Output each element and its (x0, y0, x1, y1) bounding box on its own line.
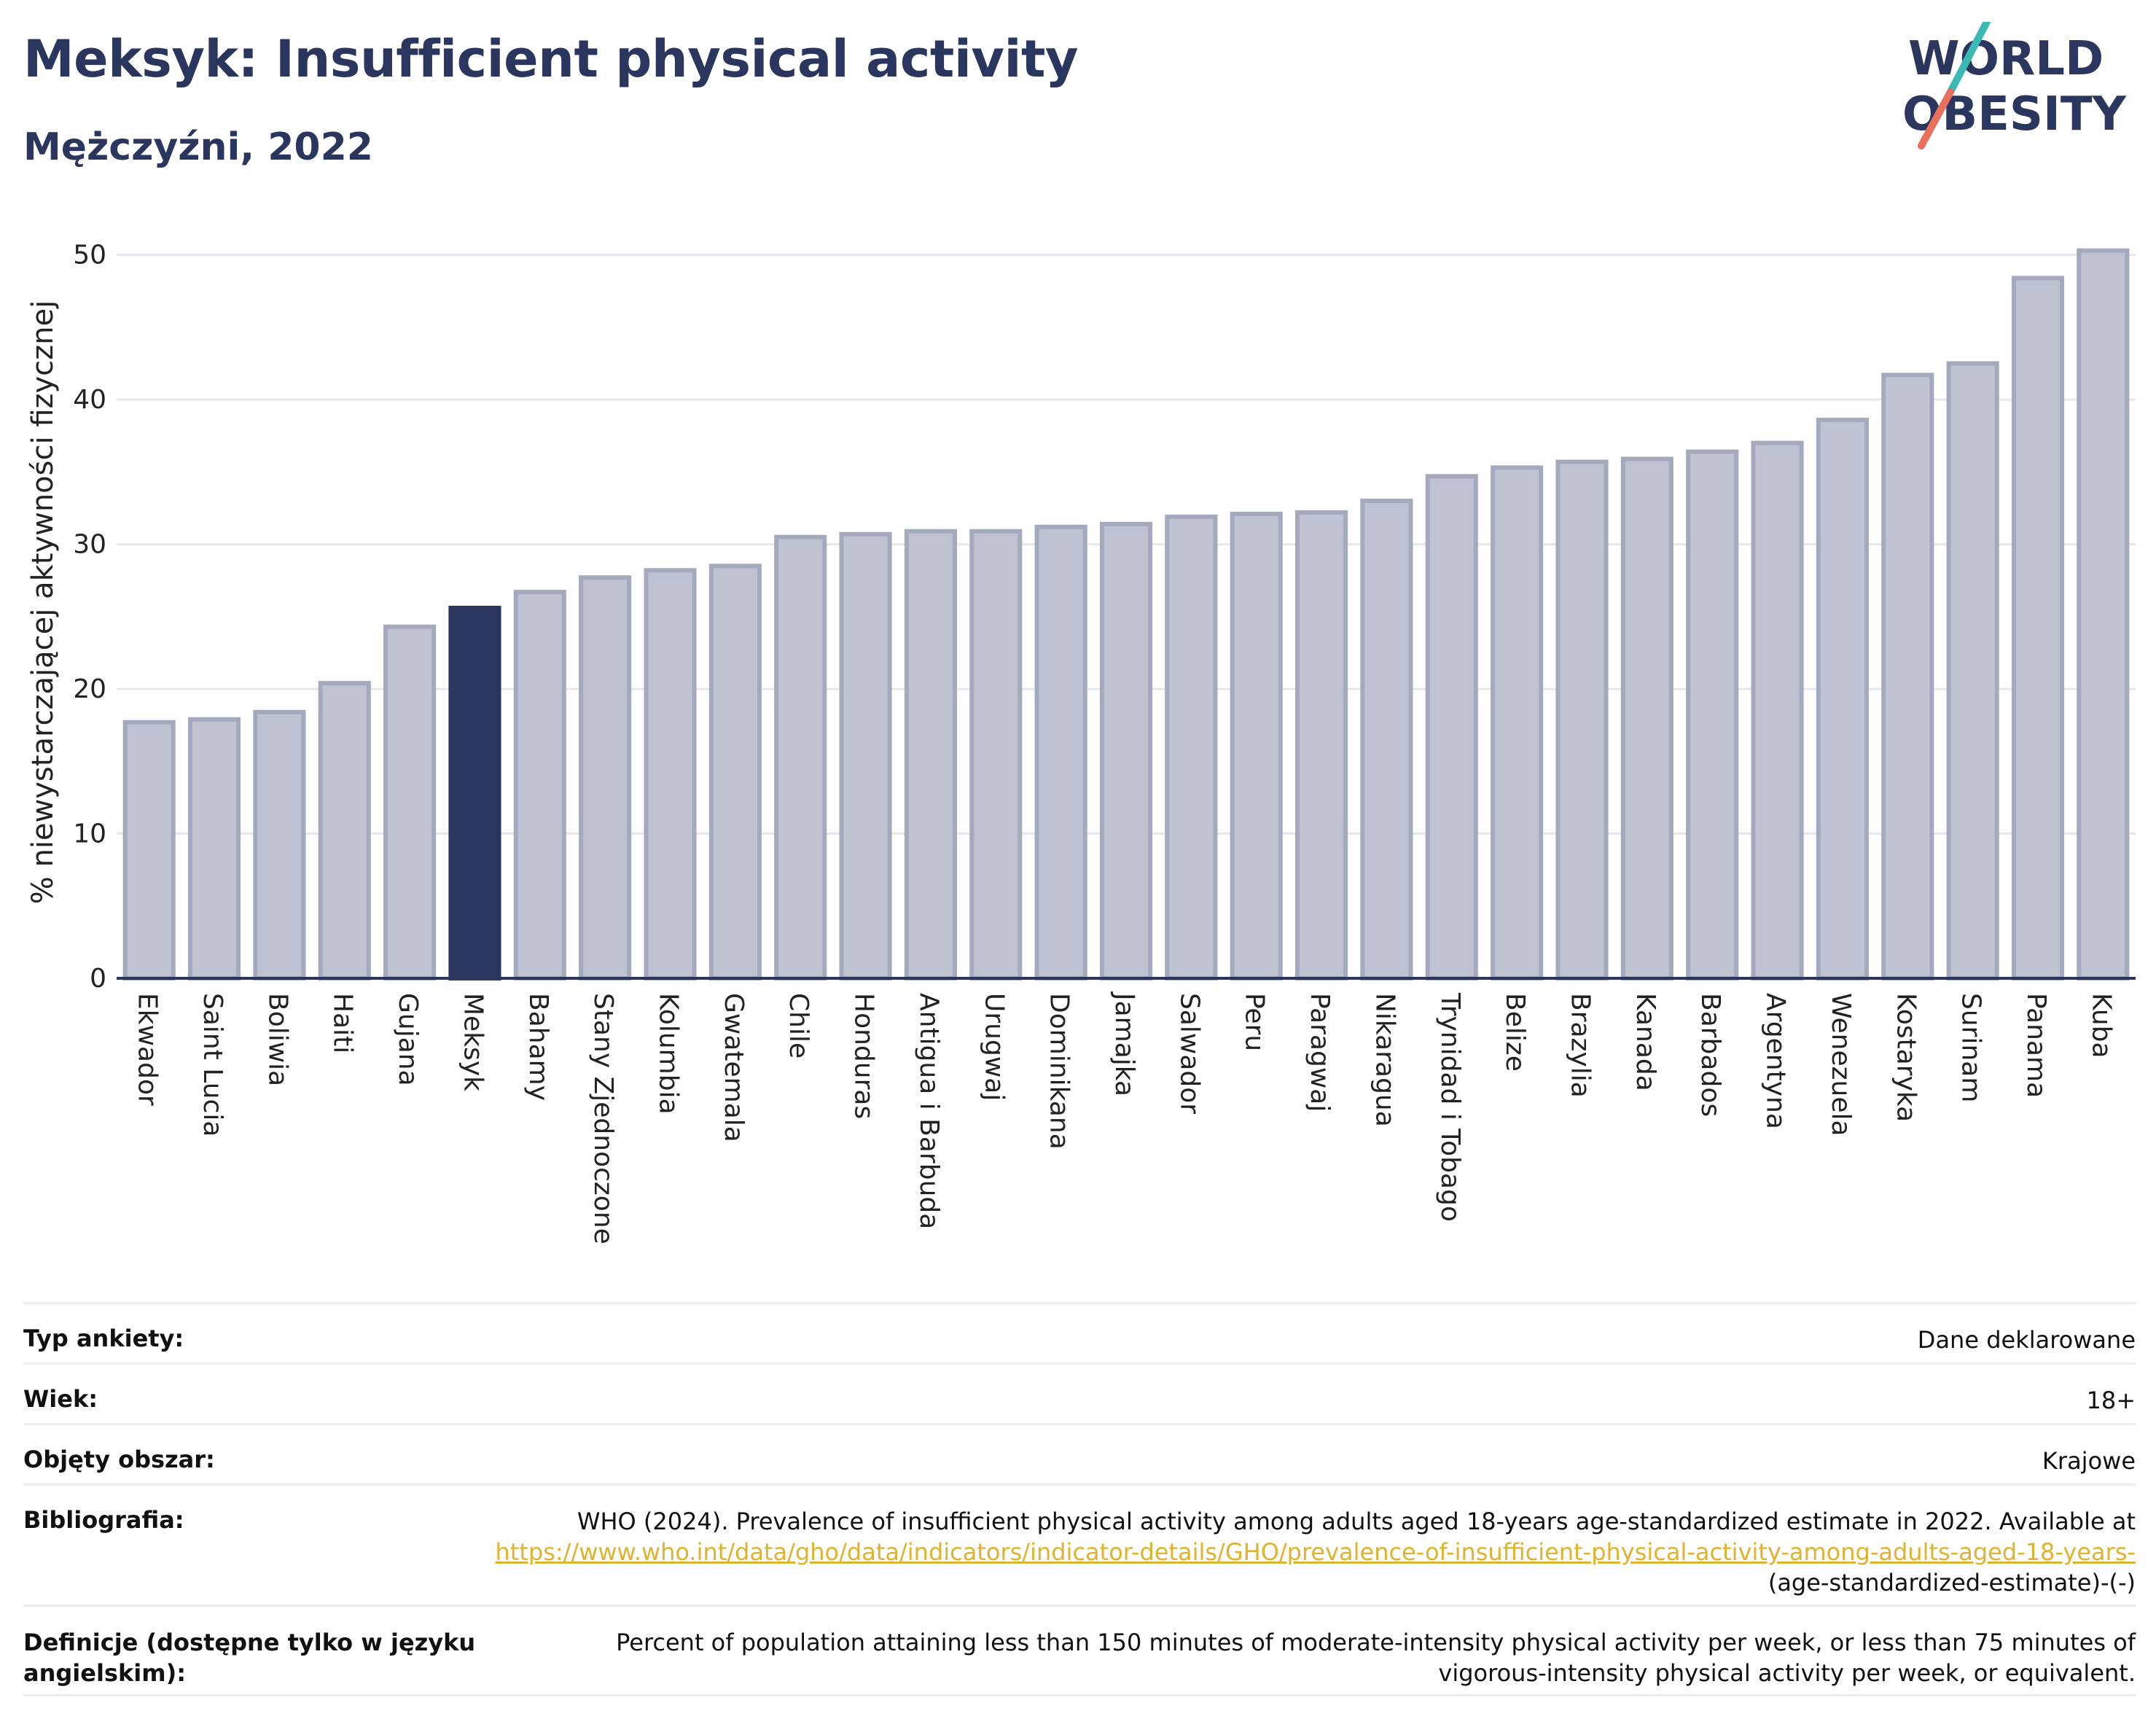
logo-slash-coral (1918, 88, 1954, 149)
y-tick-label: 40 (73, 385, 106, 415)
bar-bahamy (513, 590, 566, 980)
x-tick-label: Kolumbia (654, 993, 684, 1115)
meta-value: 18+ (2086, 1387, 2136, 1414)
meta-value: Percent of population attaining less tha… (616, 1629, 2136, 1687)
x-tick-label: Peru (1240, 993, 1270, 1051)
bar-barbados (1686, 449, 1739, 980)
bar-kuba (2077, 248, 2130, 980)
x-tick-label: Antigua i Barbuda (914, 993, 944, 1229)
meta-value: Krajowe (2042, 1447, 2136, 1475)
world-obesity-logo: WORLD OBESITY (1902, 22, 2126, 149)
x-tick-label: Stany Zjednoczone (588, 993, 618, 1244)
bar-saint-lucia (187, 717, 241, 980)
x-tick-label: Belize (1500, 993, 1530, 1072)
meta-value: Dane deklarowane (1917, 1326, 2136, 1354)
meta-row-age: Wiek: 18+ (23, 1362, 2136, 1423)
x-tick-label: Urugwaj (979, 993, 1009, 1101)
bibliography-link[interactable]: https://www.who.int/data/gho/data/indica… (495, 1538, 2136, 1566)
x-tick-label: Ekwador (133, 993, 163, 1106)
x-tick-label: Gwatemala (719, 993, 749, 1142)
meta-row-bibliography: Bibliografia: WHO (2024). Prevalence of … (23, 1483, 2136, 1605)
bar-belize (1491, 465, 1544, 980)
x-tick-label: Barbados (1695, 993, 1725, 1117)
bar-surinam (1946, 361, 1999, 980)
bar-chart: 0 10 20 30 40 50 % niewystarczającej aktywnośc… (26, 241, 2136, 1244)
meta-row-survey-type: Typ ankiety: Dane deklarowane (23, 1302, 2136, 1362)
bar-gujana (383, 624, 437, 980)
x-tick-label: Panama (2021, 993, 2051, 1098)
x-tick-label: Kuba (2086, 993, 2116, 1058)
x-tick-label: Brazylia (1565, 993, 1595, 1098)
logo-slash-teal (1947, 22, 1991, 95)
x-tick-label: Kanada (1630, 993, 1660, 1091)
bar-stany-zjednoczone (579, 575, 632, 980)
bar-wenezuela (1816, 417, 1869, 980)
metadata-table: Typ ankiety: Dane deklarowane Wiek: 18+ … (23, 1302, 2136, 1696)
meta-label: Typ ankiety: (23, 1325, 184, 1352)
bar-argentyna (1751, 440, 1804, 980)
x-tick-label: Bahamy (523, 993, 553, 1101)
x-tick-label: Salwador (1174, 993, 1204, 1114)
meta-value-bibliography: WHO (2024). Prevalence of insufficient p… (459, 1486, 2136, 1598)
x-tick-label: Wenezuela (1826, 993, 1856, 1136)
meta-row-area: Objęty obszar: Krajowe (23, 1423, 2136, 1483)
bar-dominikana (1034, 524, 1087, 980)
y-tick-label: 0 (90, 964, 106, 994)
x-tick-label: Dominikana (1044, 993, 1074, 1150)
y-tick-label: 50 (73, 241, 106, 270)
x-tick-label: Paragwaj (1305, 993, 1335, 1112)
y-tick-label: 30 (73, 530, 106, 560)
bar-kanada (1620, 456, 1673, 980)
x-tick-label: Haiti (328, 993, 358, 1053)
x-tick-label: Gujana (393, 993, 423, 1086)
x-tick-label: Surinam (1956, 993, 1986, 1102)
bar-trynidad-i-tobago (1425, 474, 1478, 980)
meta-row-definition: Definicje (dostępne tylko w języku angie… (23, 1605, 2136, 1696)
page-title: Meksyk: Insufficient physical activity (23, 29, 1079, 89)
bar-paragwaj (1295, 510, 1348, 980)
bar-kostaryka (1881, 373, 1934, 980)
bar-chile (774, 534, 827, 980)
y-tick-label: 20 (73, 674, 106, 704)
bar-peru (1230, 511, 1283, 980)
meta-label: Wiek: (23, 1385, 98, 1413)
bar-honduras (839, 531, 892, 980)
x-tick-label: Chile (784, 993, 813, 1058)
x-tick-label: Honduras (849, 993, 879, 1119)
bar-urugwaj (969, 529, 1023, 980)
x-tick-label: Meksyk (458, 993, 488, 1091)
meta-label: Objęty obszar: (23, 1446, 215, 1473)
bar-kolumbia (644, 568, 697, 980)
y-tick-label: 10 (73, 819, 106, 849)
bar-jamajka (1099, 521, 1153, 980)
x-tick-label: Nikaragua (1370, 993, 1399, 1127)
bar-panama (2011, 276, 2065, 980)
bar-meksyk (448, 605, 501, 980)
bibliography-tail: (age-standardized-estimate)-(-) (1768, 1569, 2136, 1596)
x-tick-label: Trynidad i Tobago (1435, 992, 1465, 1222)
logo-line1: WORLD (1908, 32, 2104, 86)
bar-brazylia (1555, 459, 1609, 980)
x-tick-label: Saint Lucia (198, 993, 227, 1136)
bar-boliwia (253, 709, 306, 980)
bar-haiti (318, 681, 371, 981)
meta-label: Bibliografia: (23, 1506, 184, 1534)
x-tick-label: Kostaryka (1891, 993, 1921, 1122)
x-tick-label: Argentyna (1761, 993, 1791, 1129)
meta-label: Definicje (dostępne tylko w języku angie… (23, 1629, 476, 1687)
x-tick-label: Boliwia (262, 993, 292, 1086)
bar-antigua-i-barbuda (904, 529, 957, 980)
bar-nikaragua (1360, 499, 1413, 980)
bar-salwador (1165, 514, 1218, 980)
bibliography-text: WHO (2024). Prevalence of insufficient p… (577, 1508, 2136, 1535)
x-tick-label: Jamajka (1109, 991, 1139, 1096)
page-subtitle: Mężczyźni, 2022 (23, 125, 373, 169)
bar-ekwador (122, 720, 176, 980)
bar-gwatemala (708, 564, 762, 980)
y-axis-label: % niewystarczającej aktywności fizycznej (26, 300, 60, 905)
